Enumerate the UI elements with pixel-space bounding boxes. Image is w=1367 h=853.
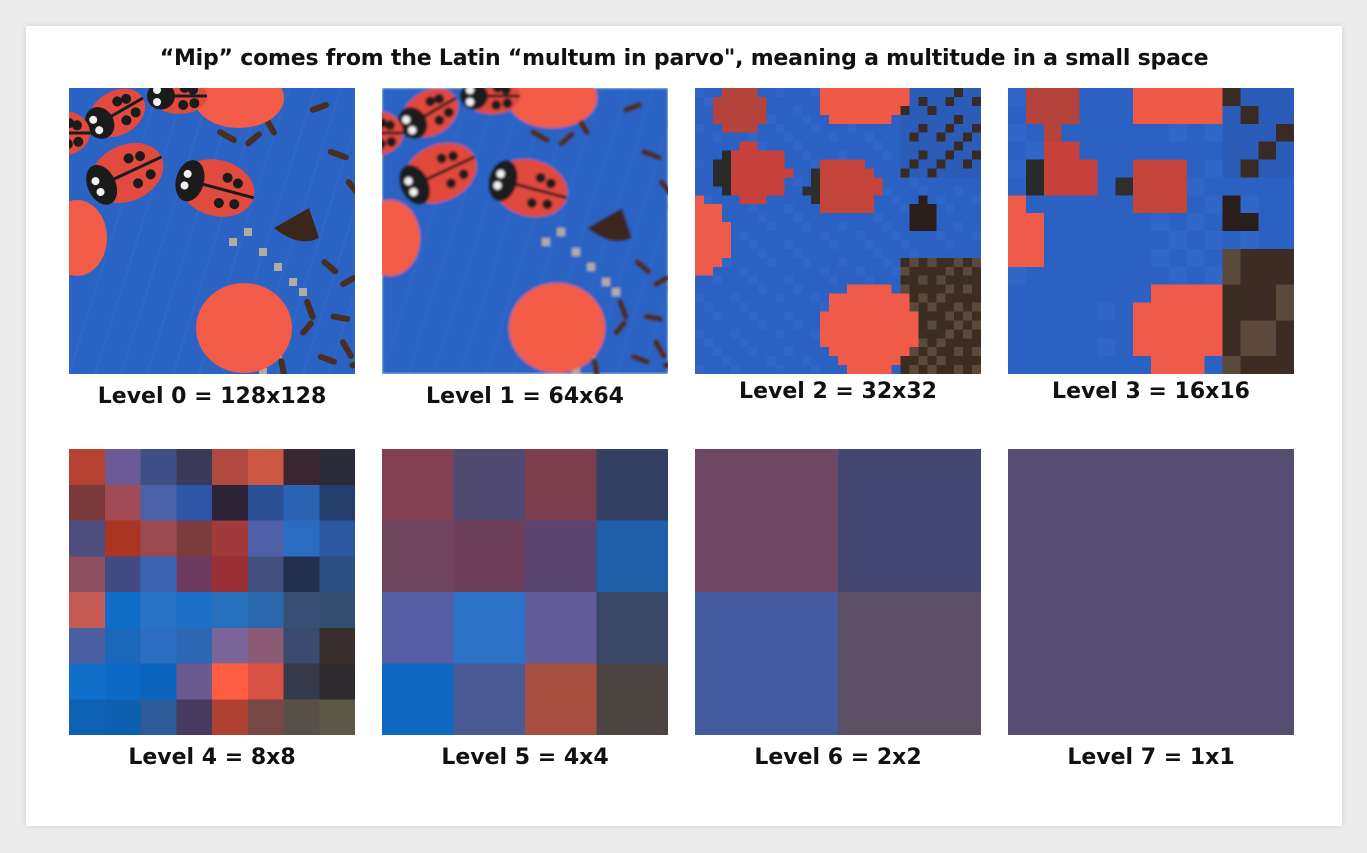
mip-level-3-image bbox=[1008, 88, 1294, 374]
mip-level-4-image bbox=[69, 449, 355, 735]
mip-level-3-label: Level 3 = 16x16 bbox=[1052, 379, 1250, 404]
mip-level-5-label: Level 5 = 4x4 bbox=[441, 745, 609, 770]
mip-level-6-label: Level 6 = 2x2 bbox=[754, 745, 922, 770]
mip-level-7-image bbox=[1008, 449, 1294, 735]
mip-level-7-label: Level 7 = 1x1 bbox=[1067, 745, 1235, 770]
mip-level-5-image bbox=[382, 449, 668, 735]
mip-level-2-label: Level 2 = 32x32 bbox=[739, 379, 937, 404]
mip-level-0-image bbox=[69, 88, 355, 374]
mip-level-2-image bbox=[695, 88, 981, 374]
figure-title: “Mip” comes from the Latin “multum in pa… bbox=[159, 46, 1209, 71]
mip-level-1-image bbox=[382, 88, 668, 374]
mip-level-0-label: Level 0 = 128x128 bbox=[97, 384, 327, 409]
mip-level-4-label: Level 4 = 8x8 bbox=[128, 745, 296, 770]
figure-card: “Mip” comes from the Latin “multum in pa… bbox=[26, 26, 1342, 826]
mip-level-1-label: Level 1 = 64x64 bbox=[426, 384, 624, 409]
mip-level-6-image bbox=[695, 449, 981, 735]
